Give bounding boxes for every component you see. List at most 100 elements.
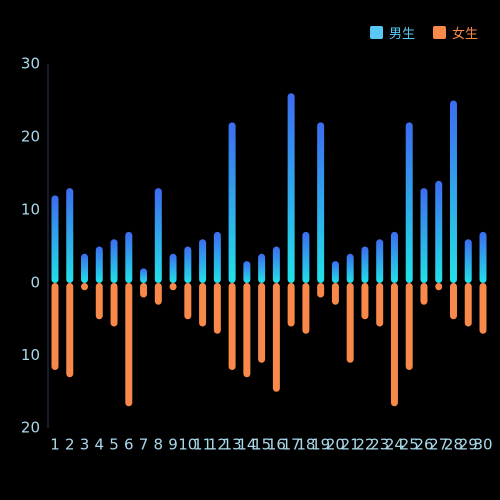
- bar-male[interactable]: [287, 93, 295, 283]
- bar-male[interactable]: [346, 253, 354, 283]
- bar-female[interactable]: [110, 283, 118, 327]
- x-tick-label: 11: [193, 436, 212, 454]
- bar-female[interactable]: [287, 283, 295, 327]
- x-tick-label: 16: [267, 436, 286, 454]
- bar-male[interactable]: [243, 261, 251, 283]
- bar-male[interactable]: [140, 268, 148, 283]
- bar-male[interactable]: [331, 261, 339, 283]
- y-tick-label: 0: [30, 274, 40, 292]
- x-tick-label: 22: [355, 436, 374, 454]
- bar-male[interactable]: [184, 246, 192, 284]
- bar-female[interactable]: [449, 283, 457, 320]
- y-tick-label: 20: [21, 128, 40, 146]
- x-tick-label: 4: [95, 436, 105, 454]
- bar-female[interactable]: [479, 283, 487, 334]
- bar-male[interactable]: [199, 239, 207, 283]
- bar-male[interactable]: [154, 188, 162, 283]
- x-tick-label: 20: [326, 436, 345, 454]
- y-tick-label: 10: [21, 346, 40, 364]
- x-tick-label: 1: [50, 436, 60, 454]
- legend-item-female[interactable]: 女生: [432, 23, 478, 42]
- legend-swatch-male: [369, 26, 383, 39]
- bar-male[interactable]: [81, 253, 89, 283]
- x-tick-label: 30: [473, 436, 492, 454]
- bar-female[interactable]: [346, 283, 354, 363]
- bar-female[interactable]: [376, 283, 384, 327]
- bar-male[interactable]: [228, 122, 236, 284]
- x-tick-label: 8: [154, 436, 164, 454]
- bar-female[interactable]: [302, 283, 310, 334]
- bar-male[interactable]: [464, 239, 472, 283]
- x-tick-label: 7: [139, 436, 149, 454]
- y-tick-label: 10: [21, 201, 40, 219]
- x-tick-label: 10: [178, 436, 197, 454]
- x-tick-label: 12: [208, 436, 227, 454]
- bar-male[interactable]: [449, 100, 457, 284]
- bar-male[interactable]: [420, 188, 428, 283]
- bar-female[interactable]: [169, 283, 177, 291]
- bar-male[interactable]: [66, 188, 74, 283]
- bar-female[interactable]: [317, 283, 325, 298]
- bar-male[interactable]: [361, 246, 369, 284]
- bar-male[interactable]: [110, 239, 118, 283]
- bar-male[interactable]: [317, 122, 325, 284]
- bar-female[interactable]: [361, 283, 369, 320]
- bar-female[interactable]: [95, 283, 103, 320]
- x-tick-label: 19: [311, 436, 330, 454]
- x-tick-label: 5: [109, 436, 119, 454]
- x-tick-label: 25: [400, 436, 419, 454]
- bar-male[interactable]: [390, 231, 398, 283]
- bar-male[interactable]: [376, 239, 384, 283]
- x-tick-label: 23: [370, 436, 389, 454]
- bar-female[interactable]: [405, 283, 413, 370]
- y-tick-label: 20: [21, 419, 40, 437]
- x-tick-label: 13: [223, 436, 242, 454]
- bar-female[interactable]: [390, 283, 398, 407]
- x-tick-label: 26: [414, 436, 433, 454]
- bar-male[interactable]: [213, 231, 221, 283]
- bar-male[interactable]: [479, 231, 487, 283]
- y-tick-label: 30: [21, 55, 40, 73]
- bar-female[interactable]: [243, 283, 251, 378]
- bar-female[interactable]: [140, 283, 148, 298]
- x-tick-label: 15: [252, 436, 271, 454]
- bar-male[interactable]: [258, 253, 266, 283]
- bar-male[interactable]: [302, 231, 310, 283]
- chart-legend: 男生 女生: [369, 23, 478, 42]
- legend-label-female: 女生: [451, 27, 478, 42]
- bar-female[interactable]: [184, 283, 192, 320]
- bar-female[interactable]: [464, 283, 472, 327]
- bar-female[interactable]: [125, 283, 133, 407]
- bar-male[interactable]: [51, 195, 59, 283]
- x-tick-label: 14: [237, 436, 256, 454]
- bar-female[interactable]: [258, 283, 266, 363]
- x-tick-label: 28: [444, 436, 463, 454]
- bar-female[interactable]: [228, 283, 236, 370]
- bar-female[interactable]: [331, 283, 339, 305]
- legend-swatch-female: [432, 26, 446, 39]
- bar-female[interactable]: [272, 283, 280, 392]
- x-tick-label: 27: [429, 436, 448, 454]
- bar-female[interactable]: [66, 283, 74, 378]
- bar-female[interactable]: [154, 283, 162, 305]
- bar-female[interactable]: [435, 283, 443, 291]
- x-tick-label: 21: [341, 436, 360, 454]
- x-tick-label: 24: [385, 436, 404, 454]
- bar-female[interactable]: [51, 283, 59, 370]
- bar-male[interactable]: [125, 231, 133, 283]
- bar-male[interactable]: [435, 180, 443, 283]
- bar-male[interactable]: [169, 253, 177, 283]
- bar-female[interactable]: [213, 283, 221, 334]
- legend-item-male[interactable]: 男生: [369, 23, 415, 42]
- x-tick-label: 17: [282, 436, 301, 454]
- x-tick-label: 9: [168, 436, 178, 454]
- bar-male[interactable]: [95, 246, 103, 284]
- bar-female[interactable]: [199, 283, 207, 327]
- x-tick-label: 2: [65, 436, 75, 454]
- bar-female[interactable]: [81, 283, 89, 291]
- bar-male[interactable]: [405, 122, 413, 284]
- bar-male[interactable]: [272, 246, 280, 284]
- bar-female[interactable]: [420, 283, 428, 305]
- legend-label-male: 男生: [388, 27, 415, 42]
